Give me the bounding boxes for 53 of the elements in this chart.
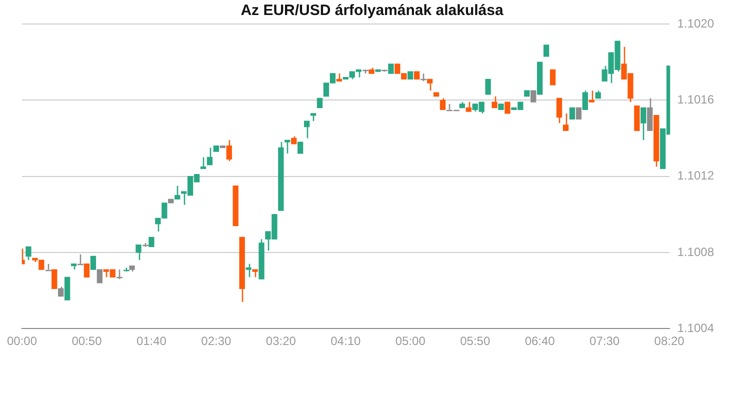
- candlestick: [562, 112, 569, 132]
- x-tick-label: 03:20: [266, 334, 296, 348]
- x-tick-label: 04:10: [330, 334, 361, 348]
- candlestick: [640, 107, 646, 141]
- candlestick: [96, 269, 103, 284]
- x-tick-label: 00:00: [6, 334, 38, 348]
- candlestick: [466, 101, 472, 112]
- candlestick: [206, 147, 213, 166]
- candlestick: [304, 120, 310, 139]
- x-tick-label: 01:40: [136, 334, 167, 348]
- candlestick: [543, 44, 550, 58]
- candlestick: [84, 264, 90, 278]
- candlestick: [647, 98, 653, 132]
- candlestick: [246, 263, 252, 278]
- x-tick-label: 08:20: [654, 334, 685, 348]
- candlestick: [556, 98, 562, 124]
- candlestick: [226, 139, 232, 162]
- candlestick: [200, 156, 206, 170]
- y-tick-label: 1.1008: [677, 244, 714, 259]
- candlestick: [284, 139, 290, 154]
- candlestick: [64, 276, 70, 300]
- candlestick: [485, 78, 491, 95]
- x-tick-label: 02:30: [201, 334, 232, 348]
- x-tick-label: 05:50: [460, 334, 490, 348]
- candlestick: [90, 256, 96, 270]
- candlestick: [440, 98, 446, 110]
- candlestick: [388, 64, 394, 74]
- y-tick-label: 1.1020: [677, 16, 714, 30]
- candlestick: [576, 107, 582, 120]
- candlestick: [569, 107, 576, 120]
- candlestick: [530, 90, 536, 102]
- candlestick: [174, 185, 180, 200]
- x-tick-label: 06:40: [524, 334, 556, 348]
- candlestick: [504, 102, 510, 114]
- candlestick: [316, 98, 323, 108]
- candlestick: [588, 90, 594, 103]
- x-tick-label: 05:00: [395, 334, 426, 348]
- candlestick: [136, 244, 142, 261]
- y-tick-label: 1.1016: [677, 92, 714, 106]
- x-tick-label: 07:30: [590, 334, 620, 348]
- candlestick: [148, 236, 154, 248]
- candlestick: [58, 286, 64, 297]
- chart-title: Az EUR/USD árfolyamának alakulása: [240, 2, 504, 20]
- candlestick: [52, 269, 58, 289]
- x-tick-label: 00:50: [72, 334, 102, 348]
- candlestick: [582, 90, 588, 110]
- y-tick-label: 1.1004: [677, 320, 714, 335]
- candlestick: [298, 142, 304, 154]
- candlestick: [426, 78, 433, 92]
- candlestick: [550, 69, 556, 86]
- y-tick-label: 1.1012: [677, 168, 714, 183]
- candlestick: [492, 96, 498, 108]
- candlestick: [26, 246, 32, 261]
